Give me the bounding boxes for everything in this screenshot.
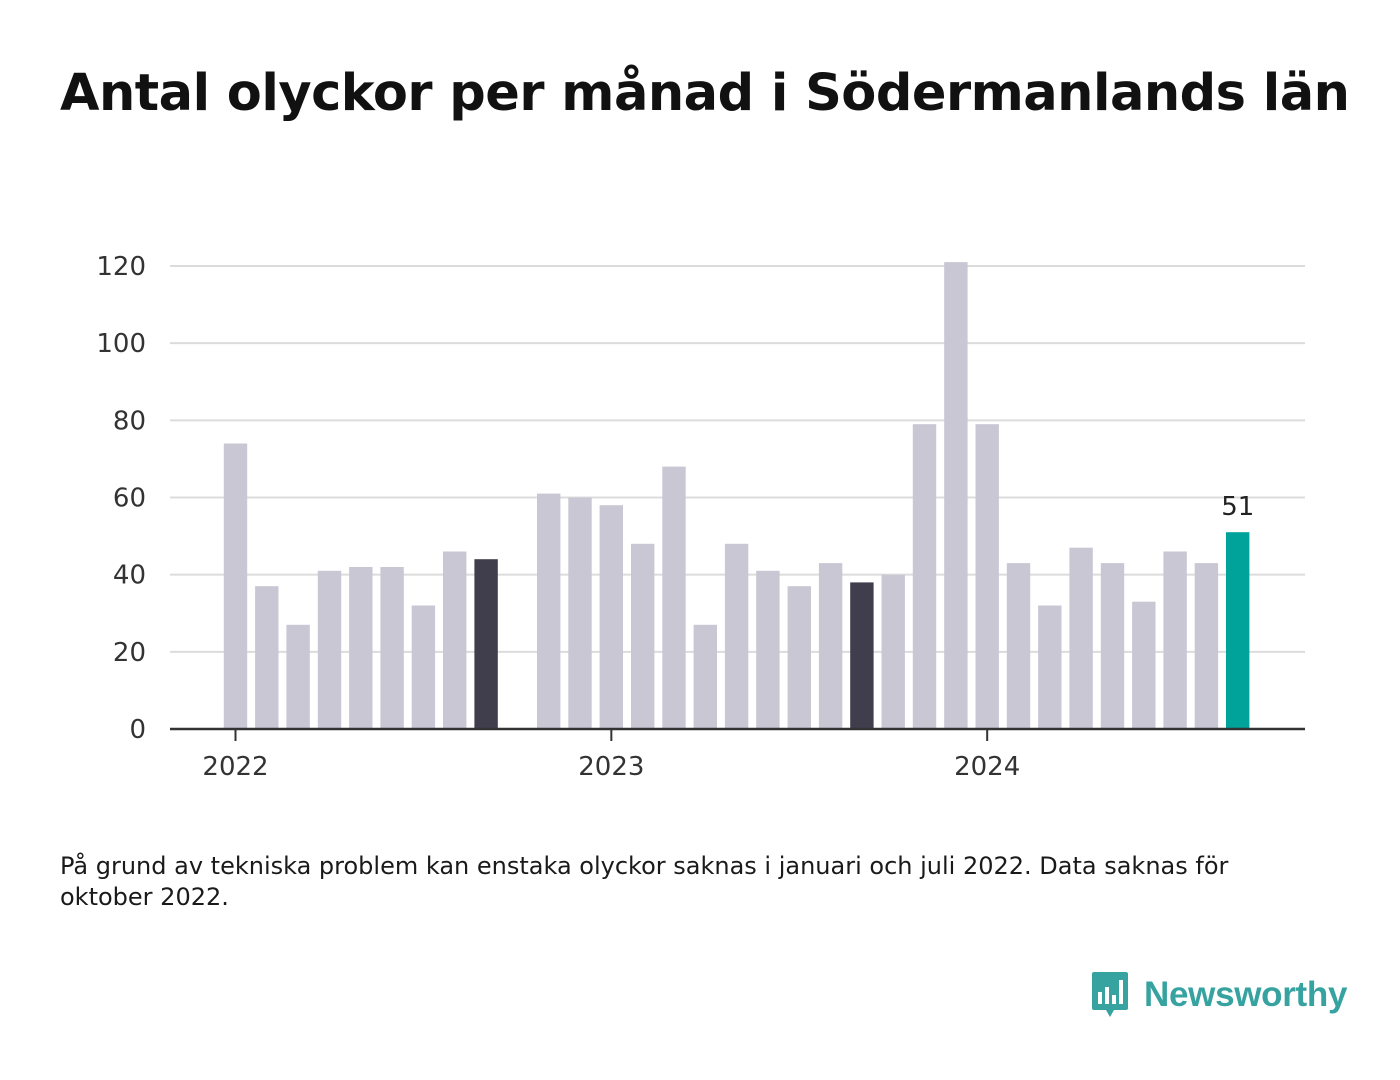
y-tick-label: 80 — [113, 406, 146, 436]
bar-2023-03 — [662, 466, 686, 729]
bar-2022-05 — [349, 567, 373, 729]
bar-2023-05 — [724, 543, 749, 729]
bar-2024-03 — [1038, 605, 1062, 729]
bar-2023-10 — [881, 574, 905, 729]
footnote: På grund av tekniska problem kan enstaka… — [60, 852, 1229, 911]
latest-value-label: 51 — [1221, 492, 1254, 522]
y-tick-label: 100 — [96, 329, 146, 359]
bar-2022-04 — [317, 570, 342, 729]
bar-2022-07 — [411, 605, 436, 729]
bars — [223, 262, 1250, 729]
bar-2022-08 — [443, 551, 467, 729]
y-tick-label: 0 — [129, 715, 146, 745]
bar-2024-02 — [1006, 563, 1031, 729]
bar-2024-05 — [1100, 563, 1125, 729]
bar-2022-11 — [537, 493, 561, 729]
bar-chart: 0 20 40 60 80 100 120 2022 2023 2024 51 — [96, 252, 1305, 782]
x-axis: 2022 2023 2024 — [170, 727, 1305, 782]
bar-2023-04 — [693, 624, 717, 729]
bar-2024-07 — [1163, 551, 1187, 729]
bar-2023-01 — [599, 505, 623, 729]
bar-2023-08 — [818, 563, 843, 729]
bar-2022-03 — [286, 624, 310, 729]
bar-2024-04 — [1069, 547, 1093, 729]
bar-2023-11 — [912, 424, 937, 729]
bar-2024-08 — [1194, 563, 1219, 729]
bar-2024-01 — [975, 424, 999, 729]
x-tick-label: 2022 — [202, 752, 268, 782]
y-tick-label: 60 — [113, 484, 146, 514]
bar-2022-06 — [380, 567, 404, 729]
bar-2022-09 — [474, 559, 498, 729]
bar-2022-02 — [255, 586, 279, 729]
bar-chart-icon — [1092, 972, 1128, 1017]
bar-2023-09 — [850, 582, 874, 729]
x-tick-label: 2024 — [954, 752, 1020, 782]
y-tick-label: 40 — [113, 561, 146, 591]
bar-2022-12 — [568, 497, 592, 729]
bar-2023-02 — [631, 543, 655, 729]
bar-2024-06 — [1132, 601, 1156, 729]
bar-2022-01 — [223, 443, 248, 729]
y-tick-label: 120 — [96, 252, 146, 282]
data-labels: 51 — [1221, 492, 1254, 522]
y-tick-label: 20 — [113, 638, 146, 668]
bar-2024-09 — [1226, 532, 1250, 729]
bar-2023-12 — [944, 262, 968, 729]
logo-text: Newsworthy — [1144, 975, 1348, 1014]
bar-2023-07 — [787, 586, 811, 729]
x-tick-label: 2023 — [578, 752, 644, 782]
y-axis: 0 20 40 60 80 100 120 — [96, 252, 146, 745]
bar-2023-06 — [756, 570, 780, 729]
newsworthy-logo: Newsworthy — [1090, 970, 1347, 1020]
chart-title: Antal olyckor per månad i Södermanlands … — [60, 64, 1350, 123]
